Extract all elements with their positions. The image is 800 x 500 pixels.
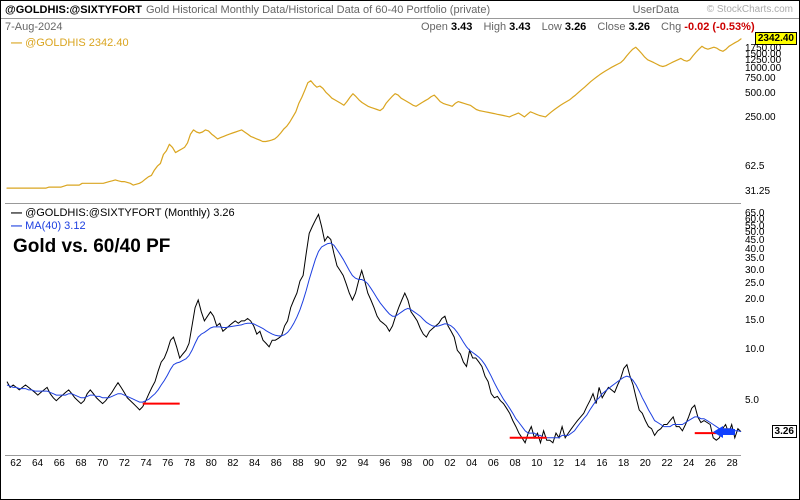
upper-panel: — @GOLDHIS 2342.40 31.2562.5250.00500.00… [5,34,741,204]
close-value: 3.26 [629,21,650,33]
high-value: 3.43 [509,21,530,33]
chart-container: @GOLDHIS:@SIXTYFORT Gold Historical Mont… [0,0,800,500]
close-label: Close [597,21,625,33]
userdata-label: UserData [633,4,679,16]
chg-label: Chg [661,21,681,33]
lower-chart-svg [5,204,743,456]
open-value: 3.43 [451,21,472,33]
chart-date: 7-Aug-2024 [5,21,63,33]
high-label: High [483,21,506,33]
lower-yaxis: 5.010.015.020.025.030.035.040.045.050.05… [743,204,795,455]
open-label: Open [421,21,448,33]
chg-value: -0.02 (-0.53%) [684,21,754,33]
low-value: 3.26 [565,21,586,33]
lower-price-box: 3.26 [772,425,797,438]
lower-panel: — @GOLDHIS:@SIXTYFORT (Monthly) 3.26 — M… [5,204,741,456]
date-ohlc-row: 7-Aug-2024 Open 3.43 High 3.43 Low 3.26 … [1,19,799,34]
ohlc-data: Open 3.43 High 3.43 Low 3.26 Close 3.26 … [421,21,763,33]
upper-yaxis: 31.2562.5250.00500.00750.001000.001250.0… [743,34,795,203]
chart-title: Gold Historical Monthly Data/Historical … [146,4,490,16]
upper-chart-svg [5,34,743,204]
chart-header: @GOLDHIS:@SIXTYFORT Gold Historical Mont… [1,1,799,19]
watermark: © StockCharts.com [707,4,793,15]
pointer-arrow-icon [713,424,735,445]
upper-price-box: 2342.40 [755,32,797,45]
ticker-symbol: @GOLDHIS:@SIXTYFORT [5,4,142,16]
xaxis: 6264666870727476788082848688909294969800… [5,456,741,474]
low-label: Low [542,21,562,33]
